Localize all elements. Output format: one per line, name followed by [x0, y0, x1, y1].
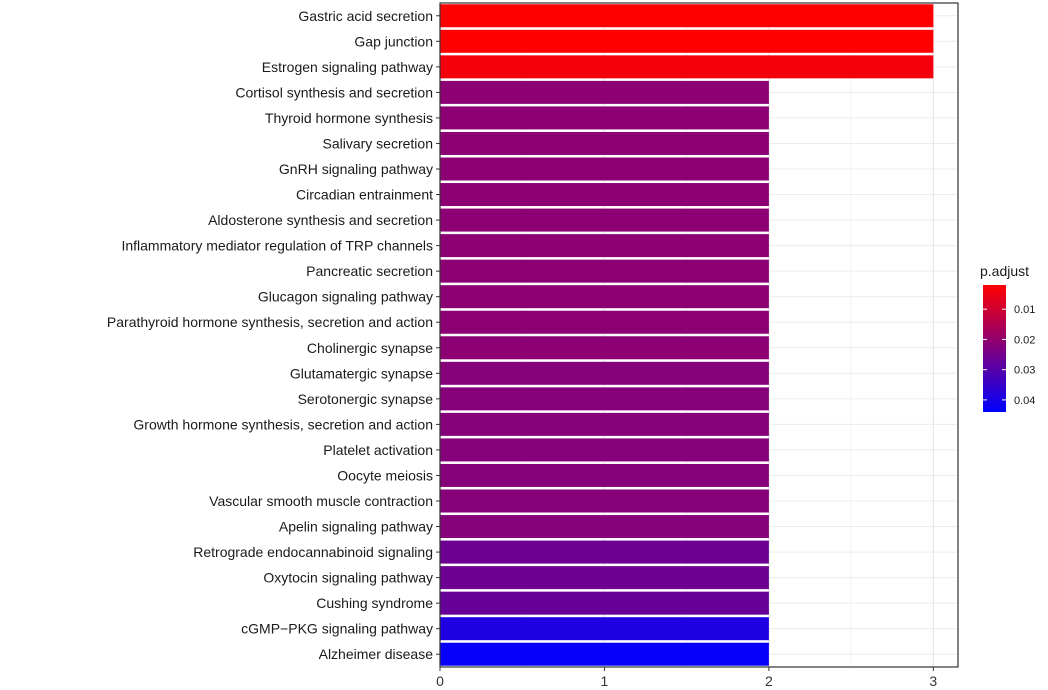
bar: [440, 438, 769, 462]
category-label: Parathyroid hormone synthesis, secretion…: [107, 314, 433, 330]
bar: [440, 106, 769, 130]
bar: [440, 336, 769, 360]
bar: [440, 310, 769, 334]
bar: [440, 642, 769, 666]
bar: [440, 55, 934, 79]
category-label: Aldosterone synthesis and secretion: [208, 212, 433, 228]
x-tick-label: 2: [765, 673, 773, 689]
category-label: Glutamatergic synapse: [290, 365, 433, 381]
category-label: Inflammatory mediator regulation of TRP …: [121, 238, 433, 254]
bar: [440, 208, 769, 232]
category-label: Oxytocin signaling pathway: [263, 570, 433, 586]
category-label: Growth hormone synthesis, secretion and …: [133, 416, 433, 432]
bar: [440, 4, 934, 28]
category-label: Estrogen signaling pathway: [262, 59, 433, 75]
legend-tick-label: 0.02: [1014, 334, 1035, 346]
bar: [440, 566, 769, 590]
bar: [440, 157, 769, 181]
category-label: Oocyte meiosis: [337, 467, 433, 483]
category-label: Cholinergic synapse: [307, 340, 433, 356]
category-label: Gastric acid secretion: [298, 8, 433, 24]
x-tick-label: 3: [929, 673, 937, 689]
category-label: Pancreatic secretion: [306, 263, 433, 279]
bar: [440, 463, 769, 487]
bar: [440, 131, 769, 155]
category-label: Circadian entrainment: [296, 187, 433, 203]
legend-ticks: 0.01 0.02 0.03 0.04: [983, 304, 1035, 407]
legend-tick-label: 0.01: [1014, 304, 1035, 316]
category-label: Cortisol synthesis and secretion: [235, 84, 433, 100]
bar: [440, 515, 769, 539]
plot-panel-border: [439, 2, 959, 668]
category-label: cGMP−PKG signaling pathway: [241, 621, 433, 637]
bar: [440, 412, 769, 436]
bar: [440, 540, 769, 564]
bar: [440, 387, 769, 411]
bar: [440, 285, 769, 309]
bar: [440, 591, 769, 615]
bar: [440, 80, 769, 104]
legend-title: p.adjust: [980, 263, 1029, 279]
bar: [440, 234, 769, 258]
legend-tick-label: 0.04: [1014, 395, 1035, 407]
legend: p.adjust 0.01 0.02 0.03 0.04: [980, 263, 1035, 412]
category-label: Platelet activation: [323, 442, 433, 458]
category-label: Thyroid hormone synthesis: [265, 110, 433, 126]
x-axis-ticks: 0 1 2 3: [436, 667, 937, 689]
category-label: Salivary secretion: [323, 135, 434, 151]
category-label: Retrograde endocannabinoid signaling: [193, 544, 433, 560]
category-label: Serotonergic synapse: [298, 391, 434, 407]
category-label: Glucagon signaling pathway: [258, 289, 433, 305]
legend-colorbar: [983, 285, 1006, 412]
category-labels: Gastric acid secretion Gap junction Estrog…: [107, 8, 440, 662]
bars: [440, 4, 934, 666]
x-tick-label: 0: [436, 673, 444, 689]
category-label: Vascular smooth muscle contraction: [209, 493, 433, 509]
category-label: GnRH signaling pathway: [279, 161, 433, 177]
bar: [440, 259, 769, 283]
bar: [440, 489, 769, 513]
bar: [440, 29, 934, 53]
bar: [440, 183, 769, 207]
category-label: Gap junction: [354, 33, 433, 49]
bar: [440, 361, 769, 385]
bar: [440, 617, 769, 641]
legend-tick-label: 0.03: [1014, 365, 1035, 377]
category-label: Apelin signaling pathway: [279, 519, 433, 535]
x-tick-label: 1: [601, 673, 609, 689]
category-label: Alzheimer disease: [319, 646, 434, 662]
category-label: Cushing syndrome: [316, 595, 433, 611]
